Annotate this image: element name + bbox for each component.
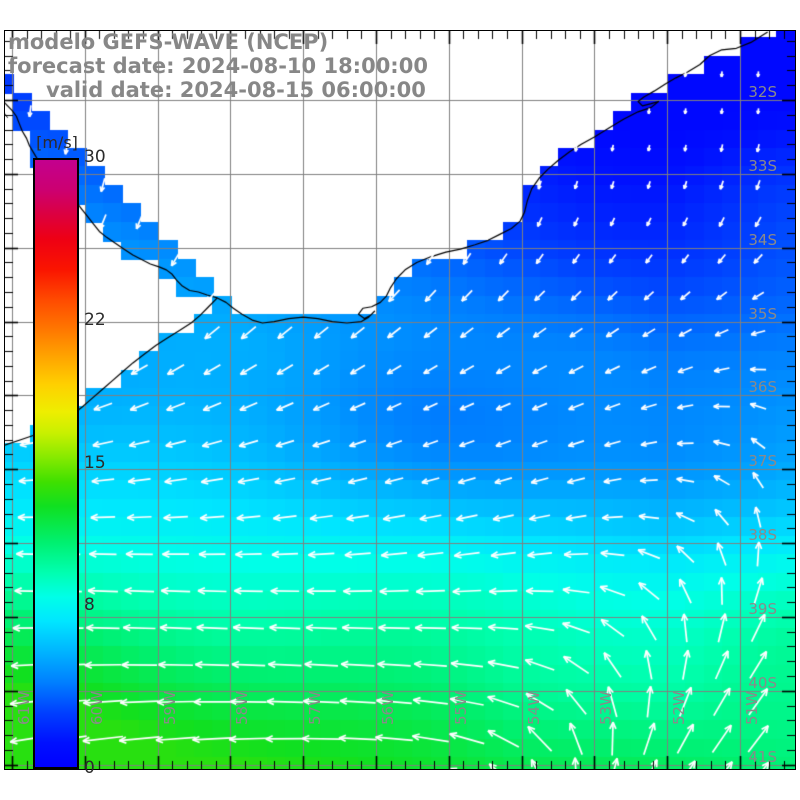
colorbar-gradient — [33, 158, 79, 769]
colorbar — [33, 158, 79, 769]
lon-label-52W: 52W — [670, 691, 689, 725]
lat-label-38S: 38S — [748, 526, 777, 545]
lat-label-32S: 32S — [748, 83, 777, 101]
lat-label-34S: 34S — [748, 230, 777, 249]
colorbar-tick-22: 22 — [84, 309, 106, 330]
lon-label-55W: 55W — [451, 691, 470, 725]
wind-field-canvas — [4, 30, 796, 770]
map-plot-area — [4, 30, 796, 770]
lon-label-53W: 53W — [597, 691, 616, 725]
colorbar-tick-30: 30 — [84, 147, 106, 167]
lon-label-59W: 59W — [160, 691, 179, 725]
lon-label-60W: 60W — [87, 691, 106, 725]
lon-label-58W: 58W — [233, 691, 252, 725]
forecast-date-label: forecast date: 2024-08-10 18:00:00 — [8, 54, 428, 78]
lat-label-36S: 36S — [748, 378, 777, 397]
lon-label-54W: 54W — [524, 691, 543, 725]
lat-label-37S: 37S — [748, 452, 777, 471]
lon-label-61W: 61W — [15, 691, 33, 725]
colorbar-tick-15: 15 — [84, 452, 106, 473]
colorbar-tick-8: 8 — [84, 595, 95, 616]
colorbar-unit-label: [m/s] — [36, 133, 78, 152]
lat-label-35S: 35S — [748, 304, 777, 323]
colorbar-tick-0: 0 — [84, 758, 95, 778]
lat-label-33S: 33S — [748, 156, 777, 175]
lat-label-41S: 41S — [748, 747, 777, 766]
lon-label-56W: 56W — [379, 691, 397, 725]
valid-date-label: valid date: 2024-08-15 06:00:00 — [46, 78, 426, 102]
page-title: modelo GEFS-WAVE (NCEP) — [8, 30, 329, 54]
lat-label-40S: 40S — [748, 673, 777, 692]
lon-label-57W: 57W — [306, 691, 325, 725]
lon-label-51W: 51W — [743, 691, 761, 725]
lat-label-39S: 39S — [748, 599, 777, 618]
